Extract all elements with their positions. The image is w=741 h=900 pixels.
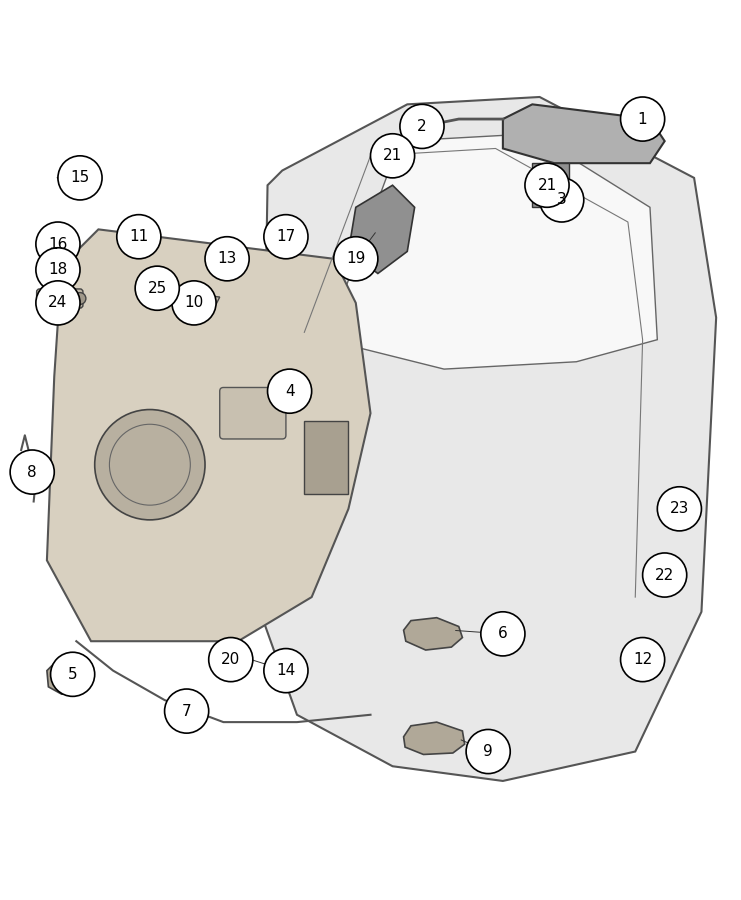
Circle shape — [539, 178, 584, 222]
Text: 1: 1 — [638, 112, 648, 127]
Circle shape — [165, 689, 209, 733]
Circle shape — [481, 612, 525, 656]
Circle shape — [36, 281, 80, 325]
Circle shape — [209, 637, 253, 681]
Text: 9: 9 — [483, 744, 493, 759]
Polygon shape — [168, 294, 220, 307]
Circle shape — [205, 237, 249, 281]
Ellipse shape — [229, 645, 244, 673]
Circle shape — [117, 215, 161, 259]
Text: 5: 5 — [68, 667, 78, 682]
Text: 19: 19 — [346, 251, 365, 266]
Circle shape — [385, 148, 396, 160]
Text: 22: 22 — [655, 568, 674, 582]
Text: 4: 4 — [285, 383, 294, 399]
Text: 6: 6 — [498, 626, 508, 642]
Circle shape — [466, 730, 511, 774]
Text: 10: 10 — [185, 295, 204, 310]
Text: 7: 7 — [182, 704, 191, 718]
FancyBboxPatch shape — [36, 289, 83, 308]
Circle shape — [264, 215, 308, 259]
Circle shape — [47, 259, 64, 276]
Polygon shape — [326, 134, 657, 369]
Circle shape — [268, 369, 312, 413]
Circle shape — [50, 652, 95, 697]
Text: 24: 24 — [48, 295, 67, 310]
Text: 3: 3 — [556, 193, 567, 207]
Text: 21: 21 — [383, 148, 402, 163]
Bar — [532, 163, 569, 207]
Text: 17: 17 — [276, 230, 296, 244]
Text: 16: 16 — [48, 237, 67, 252]
Circle shape — [135, 266, 179, 310]
Text: 8: 8 — [27, 464, 37, 480]
Circle shape — [74, 292, 86, 304]
Circle shape — [264, 649, 308, 693]
Text: 13: 13 — [217, 251, 237, 266]
Text: 21: 21 — [537, 177, 556, 193]
Polygon shape — [404, 617, 462, 650]
Text: 25: 25 — [147, 281, 167, 296]
Circle shape — [149, 277, 168, 296]
Circle shape — [625, 646, 648, 669]
Circle shape — [333, 237, 378, 281]
Text: 18: 18 — [48, 262, 67, 277]
Text: 12: 12 — [633, 652, 652, 667]
Circle shape — [95, 410, 205, 520]
Circle shape — [58, 156, 102, 200]
Polygon shape — [47, 657, 91, 694]
Text: 2: 2 — [417, 119, 427, 134]
Polygon shape — [404, 722, 465, 754]
Circle shape — [36, 248, 80, 292]
Circle shape — [620, 637, 665, 681]
Polygon shape — [260, 97, 716, 781]
Bar — [305, 420, 348, 494]
Circle shape — [370, 134, 415, 178]
Circle shape — [36, 222, 80, 266]
Circle shape — [620, 97, 665, 141]
Text: 23: 23 — [670, 501, 689, 517]
Text: 15: 15 — [70, 170, 90, 185]
Circle shape — [541, 178, 553, 190]
Text: 14: 14 — [276, 663, 296, 678]
Circle shape — [657, 487, 702, 531]
Circle shape — [525, 163, 569, 207]
FancyBboxPatch shape — [220, 388, 286, 439]
Text: 11: 11 — [129, 230, 148, 244]
Polygon shape — [503, 104, 665, 163]
Polygon shape — [47, 230, 370, 641]
Polygon shape — [348, 185, 415, 274]
Circle shape — [172, 281, 216, 325]
Circle shape — [400, 104, 444, 148]
Circle shape — [10, 450, 54, 494]
Circle shape — [642, 553, 687, 597]
Text: 20: 20 — [221, 652, 240, 667]
